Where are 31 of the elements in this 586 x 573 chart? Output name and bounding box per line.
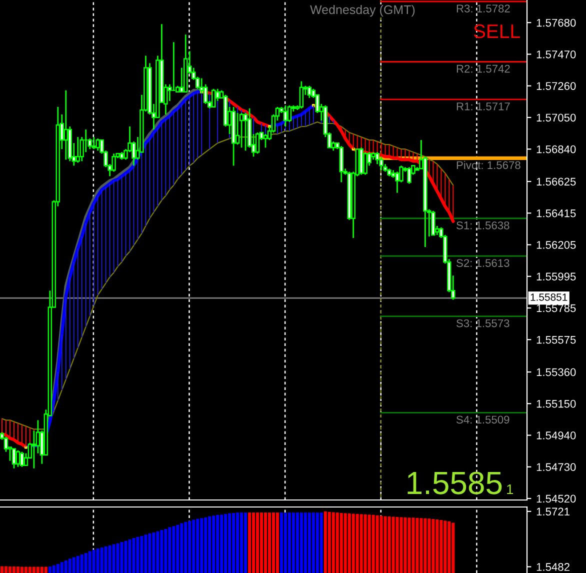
y-tick-label: 1.57260 — [536, 82, 576, 90]
y-tick-label: 1.57050 — [536, 114, 576, 122]
y-tick-label: 1.5482 — [536, 563, 570, 571]
ref-line-label: R2: 1.5742 — [456, 64, 510, 73]
y-tick-label: 1.54520 — [536, 494, 576, 503]
y-tick-label: 1.56625 — [536, 178, 576, 186]
ref-line-label: 1.55851 — [530, 293, 568, 301]
ref-line-label: R1: 1.5717 — [456, 102, 510, 110]
y-tick-label: 1.57470 — [536, 50, 576, 58]
annotation: SELL — [474, 24, 520, 38]
ref-line-label: S3: 1.5573 — [456, 319, 510, 328]
annotation: 1 — [507, 484, 514, 494]
y-tick-label: 1.56205 — [536, 240, 576, 249]
y-tick-label: 1.55785 — [536, 304, 576, 312]
y-tick-label: 1.55150 — [536, 400, 576, 408]
ref-line-label: Pivot: 1.5678 — [456, 160, 520, 170]
y-tick-label: 1.54940 — [536, 432, 576, 440]
ref-line-label: R3: 1.5782 — [456, 4, 510, 12]
y-tick-label: 1.54730 — [536, 463, 576, 472]
annotation: 1.5585 — [408, 472, 502, 494]
y-tick-label: 1.56840 — [536, 145, 576, 154]
y-tick-label: 1.56415 — [536, 209, 576, 218]
ref-line-label: S1: 1.5638 — [456, 221, 510, 230]
ref-line-label: S4: 1.5509 — [456, 416, 510, 424]
y-tick-label: 1.57680 — [536, 18, 576, 27]
y-tick-label: 1.55575 — [536, 336, 576, 344]
ref-line-label: S2: 1.5613 — [456, 259, 510, 267]
y-tick-label: 1.55360 — [536, 368, 576, 376]
y-tick-label: 1.5721 — [536, 508, 570, 516]
annotation: Wednesday (GMT) — [310, 4, 415, 17]
y-tick-label: 1.55995 — [536, 272, 576, 280]
